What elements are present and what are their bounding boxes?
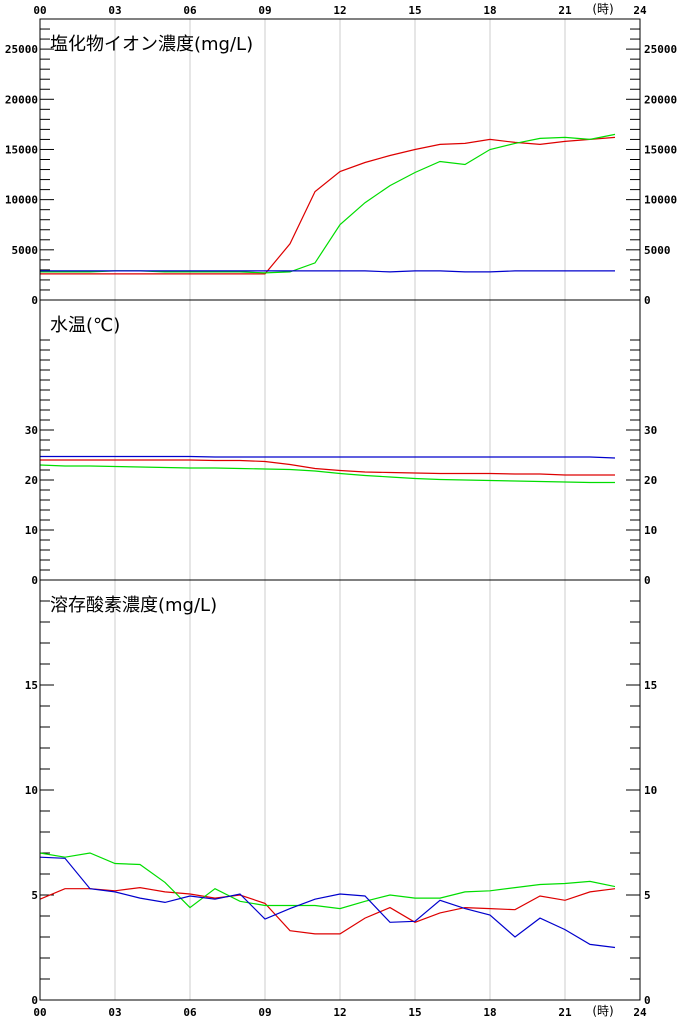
panel-1 [39,18,641,301]
y-tick-label-right: 5 [644,889,651,902]
x-unit-label-top: (時) [592,2,613,16]
y-tick-label-left: 0 [31,994,38,1007]
series-line-blue [40,455,616,459]
y-tick-label-left: 0 [31,294,38,307]
y-tick-label-left: 25000 [5,43,38,56]
series-line-green [39,464,615,484]
series-line-red [39,886,616,935]
panel-title: 塩化物イオン濃度(mg/L) [50,34,253,55]
series-line-red [40,459,615,476]
y-tick-label-right: 20000 [644,93,677,106]
y-tick-label-left: 10 [25,784,38,797]
series-line-blue [40,270,615,273]
x-tick-label-bottom: 18 [483,1006,496,1019]
y-tick-label-left: 5 [31,889,38,902]
x-tick-label-top: 09 [258,4,271,17]
x-tick-label-top: 06 [183,4,197,17]
x-tick-label-top: 12 [333,4,346,17]
x-unit-label-bottom: (時) [592,1004,613,1018]
y-tick-label-right: 20 [644,474,657,487]
y-tick-label-left: 30 [25,424,38,437]
x-tick-label-bottom: 09 [258,1006,271,1019]
y-tick-label-right: 30 [644,424,657,437]
y-tick-label-right: 0 [644,994,651,1007]
y-tick-label-left: 10000 [5,194,38,207]
x-tick-label-top: 00 [33,4,46,17]
x-tick-label-bottom: 21 [558,1006,572,1019]
series-line-green [40,133,616,274]
y-tick-label-left: 10 [25,524,38,537]
x-tick-label-bottom: 24 [633,1006,647,1019]
x-tick-label-bottom: 06 [183,1006,197,1019]
series-line-green [39,852,616,910]
x-tick-label-bottom: 12 [333,1006,346,1019]
x-tick-label-top: 03 [108,4,121,17]
y-tick-label-left: 20000 [5,93,38,106]
panel-title: 溶存酸素濃度(mg/L) [50,595,217,616]
y-tick-label-right: 0 [644,294,651,307]
x-tick-label-top: 18 [483,4,496,17]
y-tick-label-right: 15000 [644,143,677,156]
panel-title: 水温(℃) [50,315,120,336]
panel-frame [39,579,641,1001]
panel-2 [39,299,641,581]
y-tick-label-right: 25000 [644,43,677,56]
x-tick-label-bottom: 00 [33,1006,46,1019]
y-tick-label-left: 15 [25,679,38,692]
y-tick-label-left: 5000 [12,244,39,257]
series-line-blue [39,856,616,949]
y-tick-label-right: 10 [644,784,657,797]
y-tick-label-left: 15000 [5,143,38,156]
y-tick-label-left: 0 [31,574,38,587]
x-tick-label-bottom: 03 [108,1006,121,1019]
y-tick-label-right: 5000 [644,244,671,257]
y-tick-label-right: 10 [644,524,657,537]
panel-3 [39,579,641,1001]
y-tick-label-right: 15 [644,679,657,692]
x-tick-label-top: 24 [633,4,647,17]
x-tick-label-top: 21 [558,4,572,17]
x-tick-label-bottom: 15 [408,1006,421,1019]
y-tick-label-right: 10000 [644,194,677,207]
x-tick-label-top: 15 [408,4,421,17]
y-tick-label-right: 0 [644,574,651,587]
y-tick-label-left: 20 [25,474,38,487]
series-line-red [40,136,616,275]
